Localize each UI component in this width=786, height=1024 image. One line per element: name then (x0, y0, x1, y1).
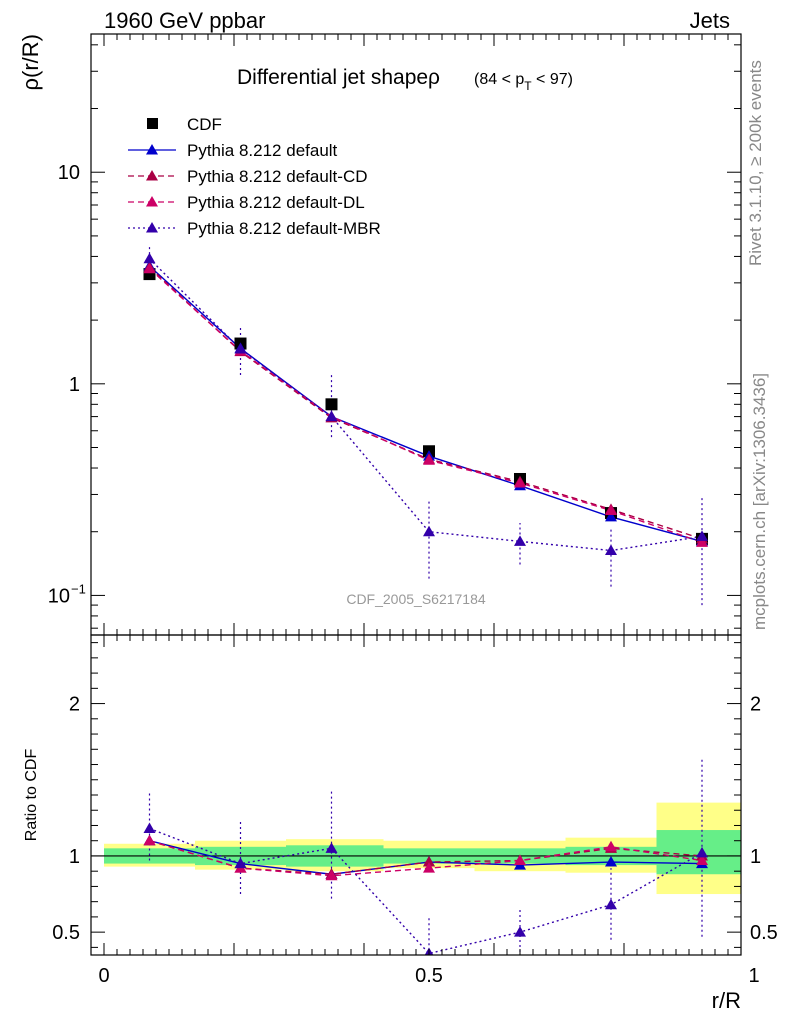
chart-title-range: (84 < pT < 97) (474, 71, 573, 93)
header-left: 1960 GeV ppbar (104, 8, 266, 33)
point-mbr (696, 530, 708, 541)
legend-marker-cd (146, 170, 158, 181)
series-line-dl (149, 268, 703, 544)
y-tick-label: 10 (58, 162, 80, 184)
x-tick-label: 0.5 (415, 965, 443, 987)
ratio-plot-frame (90, 634, 742, 956)
ratio-y-tick-label-left: 1 (69, 846, 80, 868)
ratio-point-mbr (605, 898, 617, 910)
point-mbr (234, 343, 247, 354)
point-mbr (325, 410, 338, 422)
point-mbr (514, 535, 526, 546)
point-mbr (143, 252, 156, 264)
ratio-point-dl (423, 862, 435, 873)
ratio-point-mbr (514, 926, 526, 937)
point-dl (514, 476, 526, 488)
y-tick-label: 10 (48, 585, 70, 607)
legend-marker-default (146, 144, 158, 155)
legend-label-cdf: CDF (187, 115, 222, 134)
ratio-point-dl (325, 869, 338, 881)
legend-marker-dl (146, 196, 158, 207)
y-axis-label: ρ(r/R) (18, 34, 43, 91)
chart-title: Differential jet shapeρ (237, 66, 440, 89)
ratio-y-tick-label-left: 0.5 (52, 922, 80, 944)
legend-label-dl: Pythia 8.212 default-DL (187, 193, 365, 212)
ratio-y-tick-label-right: 2 (750, 694, 761, 716)
point-dl (423, 454, 435, 465)
ratio-point-default (605, 856, 617, 867)
legend-marker-cdf (147, 118, 158, 129)
ratio-y-tick-label-right: 0.5 (750, 922, 778, 944)
legend-label-mbr: Pythia 8.212 default-MBR (187, 219, 381, 238)
ratio-point-mbr (696, 846, 708, 858)
ratio-point-mbr (143, 822, 156, 834)
header-right: Jets (689, 8, 730, 33)
point-default (605, 510, 617, 522)
x-tick-label: 1 (748, 965, 759, 987)
legend-marker-mbr (146, 222, 158, 233)
point-dl (143, 262, 156, 274)
legend-label-cd: Pythia 8.212 default-CD (187, 167, 368, 186)
ratio-point-dl (514, 854, 526, 866)
point-dl (605, 504, 617, 515)
point-mbr (423, 525, 435, 537)
series-line-default (149, 265, 703, 543)
y-tick-label: 1 (69, 374, 80, 396)
ratio-point-dl (605, 840, 617, 852)
ratio-y-axis-label: Ratio to CDF (23, 749, 40, 842)
point-dl (696, 536, 708, 547)
series-line-mbr (149, 258, 703, 552)
ratio-point-dl (143, 834, 156, 846)
ratio-y-tick-label-right: 1 (750, 846, 761, 868)
analysis-watermark: CDF_2005_S6217184 (346, 591, 486, 607)
ratio-point-cd (423, 856, 435, 867)
point-mbr (605, 544, 617, 556)
cdf-point (325, 398, 338, 411)
ratio-point-dl (696, 854, 708, 866)
x-tick-label: 0 (98, 965, 109, 987)
ratio-point-mbr (234, 857, 247, 869)
legend-label-default: Pythia 8.212 default (187, 141, 338, 160)
ratio-point-mbr (325, 842, 338, 853)
series-line-cd (149, 266, 703, 540)
ratio-y-tick-label-left: 2 (69, 694, 80, 716)
y-tick-label-exponent: −1 (71, 581, 86, 596)
x-axis-label: r/R (712, 988, 741, 1013)
